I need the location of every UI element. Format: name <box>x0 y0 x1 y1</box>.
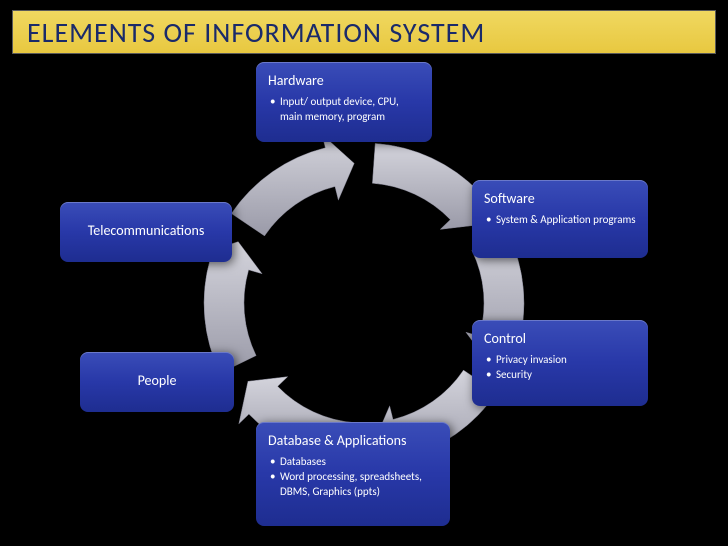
node-hardware-bullet-0: Input/ output device, CPU, main memory, … <box>270 95 420 125</box>
title-bar: ELEMENTS OF INFORMATION SYSTEM <box>12 10 716 54</box>
cycle-arrow-5 <box>231 134 354 236</box>
node-people: People <box>80 352 234 412</box>
cycle-diagram: Hardware Input/ output device, CPU, main… <box>0 60 728 546</box>
node-telecom: Telecommunications <box>60 202 232 262</box>
node-database-bullet-1: Word processing, spreadsheets, DBMS, Gra… <box>270 470 438 500</box>
node-telecom-title: Telecommunications <box>88 223 205 240</box>
node-database-bullets: Databases Word processing, spreadsheets,… <box>268 455 438 500</box>
node-software-bullets: System & Application programs <box>484 213 636 228</box>
slide-title: ELEMENTS OF INFORMATION SYSTEM <box>27 15 485 50</box>
node-software-bullet-0: System & Application programs <box>486 213 636 228</box>
node-control-bullet-0: Privacy invasion <box>486 353 636 368</box>
node-control-bullets: Privacy invasion Security <box>484 353 636 383</box>
node-hardware-bullets: Input/ output device, CPU, main memory, … <box>268 95 420 125</box>
node-control: Control Privacy invasion Security <box>472 320 648 406</box>
node-people-title: People <box>138 373 177 390</box>
node-control-bullet-1: Security <box>486 368 636 383</box>
node-database-bullet-0: Databases <box>270 455 438 470</box>
node-database: Database & Applications Databases Word p… <box>256 422 450 526</box>
node-software-title: Software <box>484 190 636 207</box>
node-database-title: Database & Applications <box>268 432 438 449</box>
node-software: Software System & Application programs <box>472 180 648 258</box>
node-hardware-title: Hardware <box>268 72 420 89</box>
node-hardware: Hardware Input/ output device, CPU, main… <box>256 62 432 142</box>
node-control-title: Control <box>484 330 636 347</box>
